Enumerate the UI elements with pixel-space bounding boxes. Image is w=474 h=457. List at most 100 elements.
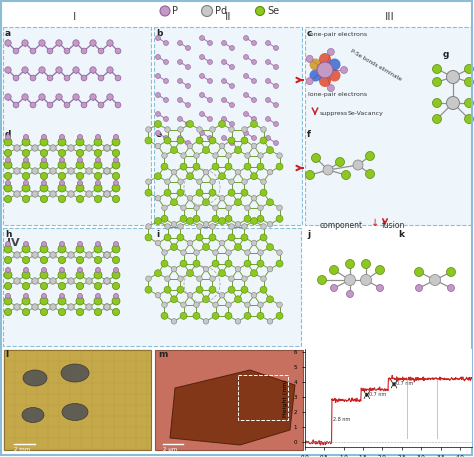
Circle shape: [94, 196, 101, 202]
Circle shape: [165, 276, 170, 282]
Circle shape: [196, 137, 203, 144]
Ellipse shape: [61, 364, 89, 382]
Circle shape: [95, 158, 100, 163]
Circle shape: [265, 117, 271, 122]
Circle shape: [219, 173, 226, 180]
Circle shape: [155, 131, 161, 135]
Circle shape: [250, 270, 257, 276]
Circle shape: [257, 215, 264, 222]
Circle shape: [212, 260, 219, 267]
Circle shape: [267, 319, 273, 324]
Text: i: i: [156, 230, 159, 239]
Circle shape: [185, 122, 191, 127]
Circle shape: [95, 181, 100, 186]
Circle shape: [265, 59, 271, 64]
Circle shape: [365, 170, 374, 179]
Circle shape: [86, 304, 92, 310]
Circle shape: [202, 296, 210, 303]
Circle shape: [94, 245, 102, 253]
Circle shape: [414, 267, 423, 276]
Circle shape: [145, 189, 152, 196]
Text: 0.7 nm: 0.7 nm: [369, 392, 386, 397]
Circle shape: [235, 319, 241, 324]
Circle shape: [76, 184, 84, 192]
Circle shape: [226, 205, 231, 211]
Circle shape: [145, 137, 152, 144]
Text: f: f: [307, 130, 311, 139]
Circle shape: [22, 149, 29, 157]
Circle shape: [203, 266, 209, 272]
Circle shape: [257, 260, 264, 267]
Circle shape: [432, 78, 441, 86]
Text: h: h: [5, 230, 11, 239]
Circle shape: [50, 191, 56, 197]
Text: lone-pair electrons: lone-pair electrons: [308, 32, 367, 37]
Circle shape: [165, 179, 170, 185]
Circle shape: [6, 241, 10, 246]
Circle shape: [273, 46, 279, 51]
Circle shape: [200, 112, 204, 117]
Circle shape: [251, 196, 257, 201]
Y-axis label: Height (nm): Height (nm): [283, 379, 288, 417]
Circle shape: [328, 58, 340, 70]
Circle shape: [56, 40, 62, 46]
Circle shape: [76, 308, 83, 316]
Text: b: b: [156, 29, 163, 38]
Circle shape: [311, 154, 320, 163]
Circle shape: [78, 293, 82, 298]
Circle shape: [4, 256, 11, 264]
Circle shape: [4, 149, 11, 157]
Circle shape: [4, 245, 12, 253]
Circle shape: [60, 158, 64, 163]
Circle shape: [213, 302, 219, 308]
Circle shape: [226, 302, 231, 308]
Circle shape: [229, 102, 235, 107]
Circle shape: [225, 260, 232, 267]
Text: 2.8 nm: 2.8 nm: [333, 417, 350, 422]
Bar: [3, 27, 151, 225]
Circle shape: [210, 127, 215, 132]
Circle shape: [112, 282, 119, 290]
Circle shape: [244, 74, 248, 79]
Circle shape: [42, 293, 46, 298]
Polygon shape: [170, 370, 295, 445]
Circle shape: [171, 266, 177, 272]
Circle shape: [362, 260, 371, 269]
Circle shape: [177, 59, 182, 64]
Circle shape: [187, 196, 193, 201]
Circle shape: [251, 240, 257, 246]
Circle shape: [252, 59, 256, 64]
Circle shape: [115, 48, 121, 54]
Circle shape: [5, 40, 11, 46]
Circle shape: [112, 271, 120, 279]
Circle shape: [258, 205, 263, 211]
Circle shape: [340, 67, 347, 74]
Circle shape: [112, 256, 119, 264]
Circle shape: [242, 127, 247, 132]
Circle shape: [221, 97, 227, 102]
Circle shape: [58, 196, 65, 202]
Text: II: II: [225, 12, 231, 22]
Circle shape: [235, 296, 241, 303]
Circle shape: [341, 170, 350, 180]
Circle shape: [258, 250, 263, 255]
Circle shape: [180, 260, 187, 267]
Circle shape: [177, 135, 182, 140]
Text: lone-pair electrons: lone-pair electrons: [308, 92, 367, 97]
Text: ↓: ↓: [371, 218, 379, 228]
Circle shape: [104, 191, 110, 197]
Circle shape: [252, 41, 256, 46]
Circle shape: [14, 168, 20, 174]
Circle shape: [235, 199, 241, 206]
Circle shape: [113, 181, 118, 186]
Circle shape: [209, 189, 216, 196]
Circle shape: [185, 140, 191, 145]
Circle shape: [104, 304, 110, 310]
Circle shape: [24, 267, 28, 272]
Circle shape: [13, 102, 19, 108]
Circle shape: [210, 276, 215, 282]
Circle shape: [22, 245, 30, 253]
Circle shape: [113, 293, 118, 298]
Circle shape: [257, 163, 264, 170]
Circle shape: [24, 134, 28, 139]
